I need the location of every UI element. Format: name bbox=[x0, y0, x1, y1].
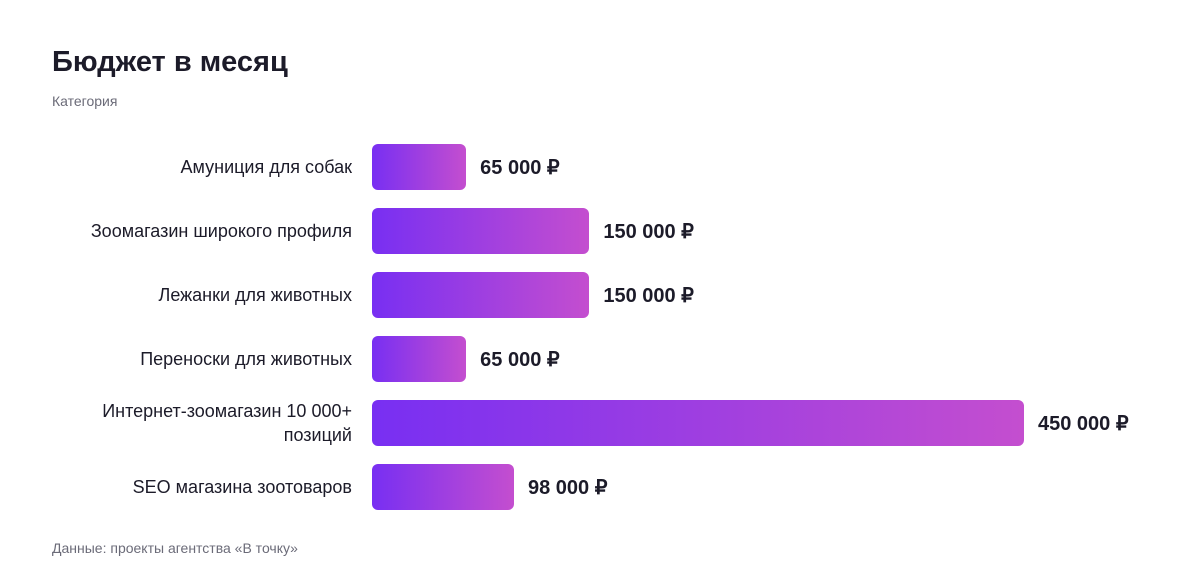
category-label: Амуниция для собак bbox=[180, 157, 352, 177]
bar bbox=[372, 208, 590, 254]
value-label: 65 000 ₽ bbox=[480, 348, 560, 371]
bar bbox=[372, 464, 514, 510]
value-label: 65 000 ₽ bbox=[480, 156, 560, 179]
bar-row: Амуниция для собак 65 000 ₽ bbox=[0, 135, 1200, 199]
value-label: 150 000 ₽ bbox=[603, 284, 694, 307]
category-label: SEO магазина зоотоваров bbox=[132, 477, 352, 497]
category-label: Зоомагазин широкого профиля bbox=[90, 221, 352, 241]
bar bbox=[372, 400, 1024, 446]
bar-list: Амуниция для собак 65 000 ₽ Зоомагазин шир… bbox=[0, 135, 1200, 519]
source-note: Данные: проекты агентства «В точку» bbox=[52, 540, 298, 556]
chart-title: Бюджет в месяц bbox=[52, 46, 288, 78]
bar-row: SEO магазина зоотоваров 98 000 ₽ bbox=[0, 455, 1200, 519]
category-label: Лежанки для животных bbox=[158, 285, 353, 305]
category-label: Переноски для животных bbox=[140, 349, 352, 369]
category-label: Интернет-зоомагазин 10 000+ позиций bbox=[102, 401, 352, 445]
bar-row: Лежанки для животных 150 000 ₽ bbox=[0, 263, 1200, 327]
bar-row: Зоомагазин широкого профиля 150 000 ₽ bbox=[0, 199, 1200, 263]
value-label: 98 000 ₽ bbox=[527, 476, 608, 499]
value-label: 450 000 ₽ bbox=[1038, 412, 1129, 435]
bar-row: Переноски для животных 65 000 ₽ bbox=[0, 327, 1200, 391]
axis-label: Категория bbox=[52, 93, 118, 109]
bar bbox=[372, 144, 467, 190]
bar bbox=[372, 272, 590, 318]
bar bbox=[372, 336, 467, 382]
value-label: 150 000 ₽ bbox=[603, 220, 694, 243]
bar-row: Интернет-зоомагазин 10 000+ позиций 450 0… bbox=[0, 391, 1200, 455]
